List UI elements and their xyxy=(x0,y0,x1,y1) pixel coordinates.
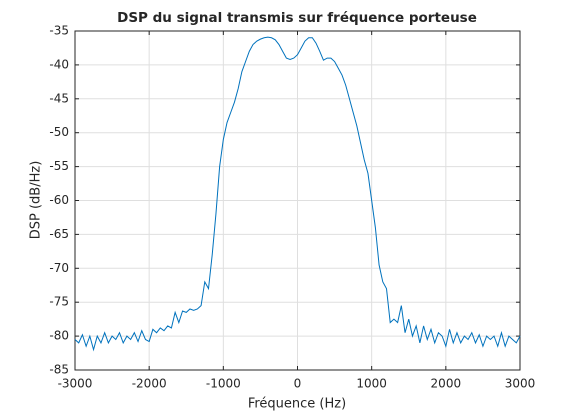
y-tick-label: -35 xyxy=(49,24,69,38)
x-tick-label: 0 xyxy=(294,377,302,391)
x-tick-label: -2000 xyxy=(132,377,167,391)
plot-frame xyxy=(74,30,521,371)
y-tick-label: -85 xyxy=(49,363,69,377)
y-tick-label: -55 xyxy=(49,159,69,173)
y-tick-label: -65 xyxy=(49,227,69,241)
y-tick-label: -60 xyxy=(49,193,69,207)
y-tick-label: -80 xyxy=(49,329,69,343)
x-tick-label: 1000 xyxy=(356,377,387,391)
y-axis-label: DSP (dB/Hz) xyxy=(29,161,44,240)
x-tick-label: -1000 xyxy=(206,377,241,391)
x-tick-label: 3000 xyxy=(505,377,536,391)
y-tick-label: -50 xyxy=(49,125,69,139)
data-line xyxy=(74,36,521,352)
y-tick-label: -75 xyxy=(49,295,69,309)
x-tick-label: 2000 xyxy=(431,377,462,391)
chart-title: DSP du signal transmis sur fréquence por… xyxy=(117,10,477,26)
x-tick-label: -3000 xyxy=(58,377,93,391)
y-tick-label: -45 xyxy=(49,91,69,105)
y-tick-label: -40 xyxy=(49,57,69,71)
y-tick-label: -70 xyxy=(49,261,69,275)
x-axis-label: Fréquence (Hz) xyxy=(248,397,346,412)
